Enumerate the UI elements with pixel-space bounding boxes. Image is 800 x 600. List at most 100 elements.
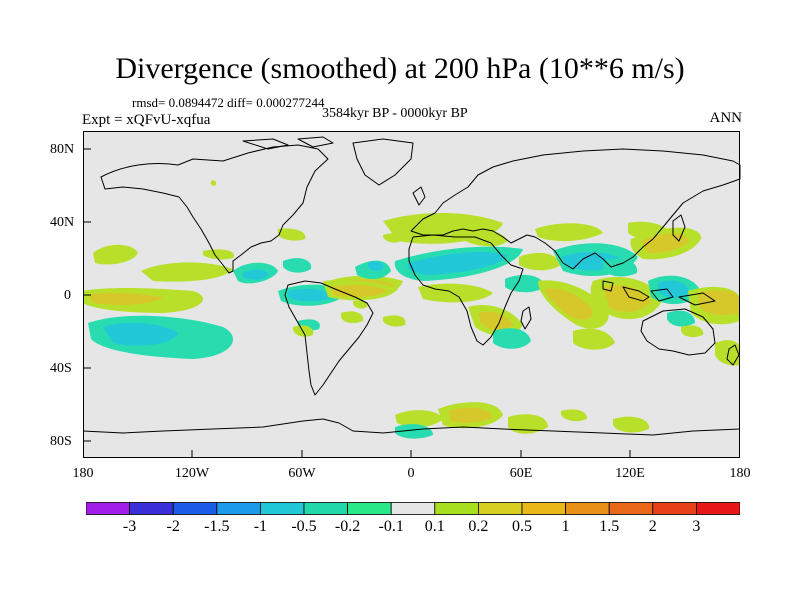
x-tick-label-180e: 180 <box>729 466 751 481</box>
axis-ticks <box>83 148 631 458</box>
x-tick-label-0: 0 <box>407 466 415 481</box>
colorbar-swatch <box>172 502 218 515</box>
negative-anomaly <box>243 269 269 280</box>
colorbar-swatch <box>259 502 305 515</box>
positive-anomaly <box>418 283 493 303</box>
positive-anomaly <box>561 409 588 422</box>
positive-anomaly <box>341 311 364 324</box>
colorbar-label: 1.5 <box>599 518 620 535</box>
colorbar-swatch <box>216 502 261 515</box>
positive-anomaly <box>603 284 651 312</box>
negative-anomaly <box>288 289 333 302</box>
negative-anomaly <box>493 328 531 349</box>
coastline-eurasia <box>410 148 741 270</box>
coastline-africa <box>408 234 524 346</box>
colorbar-label: -0.5 <box>291 518 317 535</box>
negative-anomaly <box>395 424 433 439</box>
y-tick-label-80s: 80S <box>50 434 72 449</box>
x-tick-label-120e: 120E <box>615 466 645 481</box>
colorbar-swatch <box>565 502 610 515</box>
colorbar-label: -3 <box>122 518 137 535</box>
negative-anomaly <box>658 280 689 299</box>
colorbar-label: -1.5 <box>204 518 230 535</box>
colorbar-label: -2 <box>166 518 180 535</box>
coastline-greenland <box>352 138 414 186</box>
period-label: 3584kyr BP - 0000kyr BP <box>322 106 468 121</box>
colorbar-swatch <box>347 502 392 515</box>
experiment-label: Expt = xQFvU-xqfua <box>82 112 211 128</box>
negative-anomaly <box>368 261 384 272</box>
negative-anomaly <box>103 322 178 346</box>
x-tick-label-60w: 60W <box>288 466 316 481</box>
coastline-new-zealand <box>726 344 740 366</box>
positive-anomaly <box>545 288 593 320</box>
positive-anomaly <box>535 223 603 242</box>
stats-text: rmsd= 0.0894472 diff= 0.000277244 <box>132 95 325 110</box>
positive-anomaly <box>573 328 615 350</box>
positive-anomaly <box>613 416 650 433</box>
positive-anomaly <box>353 300 368 309</box>
coastline-north-america <box>100 144 329 274</box>
colorbar-swatch <box>608 502 654 515</box>
chart-title: Divergence (smoothed) at 200 hPa (10**6 … <box>115 52 685 85</box>
coastline-british-isles <box>412 186 426 206</box>
colorbar-label: -0.1 <box>378 518 404 535</box>
x-tick-label-60e: 60E <box>509 466 533 481</box>
y-tick-label-40s: 40S <box>50 361 72 376</box>
colorbar <box>86 502 740 515</box>
colorbar-swatch <box>86 502 130 515</box>
negative-anomaly <box>667 310 695 327</box>
colorbar-swatch <box>652 502 697 515</box>
positive-anomaly <box>508 414 548 434</box>
colorbar-swatch <box>521 502 566 515</box>
colorbar-swatch <box>390 502 436 515</box>
colorbar-label: -1 <box>253 518 268 535</box>
season-label: ANN <box>709 110 743 126</box>
positive-anomaly <box>88 292 163 305</box>
negative-anomaly <box>283 258 312 273</box>
colorbar-label: 3 <box>692 518 701 535</box>
positive-anomaly <box>715 340 740 366</box>
colorbar-swatch <box>696 502 740 515</box>
y-tick-label-0: 0 <box>64 288 71 303</box>
colorbar-label: 0.5 <box>512 518 532 535</box>
colorbar-label: 2 <box>648 518 657 535</box>
positive-anomaly <box>519 252 561 271</box>
coastline-antarctica <box>83 418 741 436</box>
colorbar-label: 1 <box>561 518 570 535</box>
positive-anomaly <box>681 325 704 338</box>
y-tick-label-40n: 40N <box>50 215 75 230</box>
x-tick-label-180w: 180 <box>72 466 94 481</box>
coastline-maritime-continent <box>602 280 716 306</box>
positive-anomaly <box>210 180 217 186</box>
positive-anomaly <box>478 311 513 331</box>
positive-anomaly <box>395 410 443 428</box>
colorbar-label: 0.2 <box>468 518 489 535</box>
colorbar-label: 0.1 <box>424 518 445 535</box>
negative-anomaly <box>603 258 638 277</box>
coastline-madagascar <box>520 306 532 330</box>
colorbar-swatch <box>477 502 523 515</box>
y-tick-label-80n: 80N <box>50 142 75 157</box>
map-panel <box>83 131 741 458</box>
positive-anomaly <box>203 249 234 260</box>
colorbar-swatch <box>129 502 174 515</box>
coastline-south-america <box>284 280 374 396</box>
positive-anomaly <box>141 262 233 282</box>
negative-anomaly <box>505 274 545 293</box>
negative-anomaly <box>407 252 508 275</box>
coastline-arctic-islands <box>242 136 334 150</box>
colorbar-swatch <box>303 502 348 515</box>
positive-anomaly <box>383 233 402 243</box>
coastline-australia <box>640 308 716 356</box>
positive-anomaly <box>331 284 388 298</box>
coastline-japan <box>672 214 686 242</box>
coastlines <box>83 136 741 436</box>
x-tick-label-120w: 120W <box>174 466 210 481</box>
positive-anomaly <box>383 315 406 327</box>
positive-anomaly <box>93 244 138 265</box>
positive-anomaly <box>448 407 493 424</box>
colorbar-swatch <box>434 502 479 515</box>
divergence-shading <box>83 180 740 439</box>
colorbar-label: -0.2 <box>334 518 361 535</box>
